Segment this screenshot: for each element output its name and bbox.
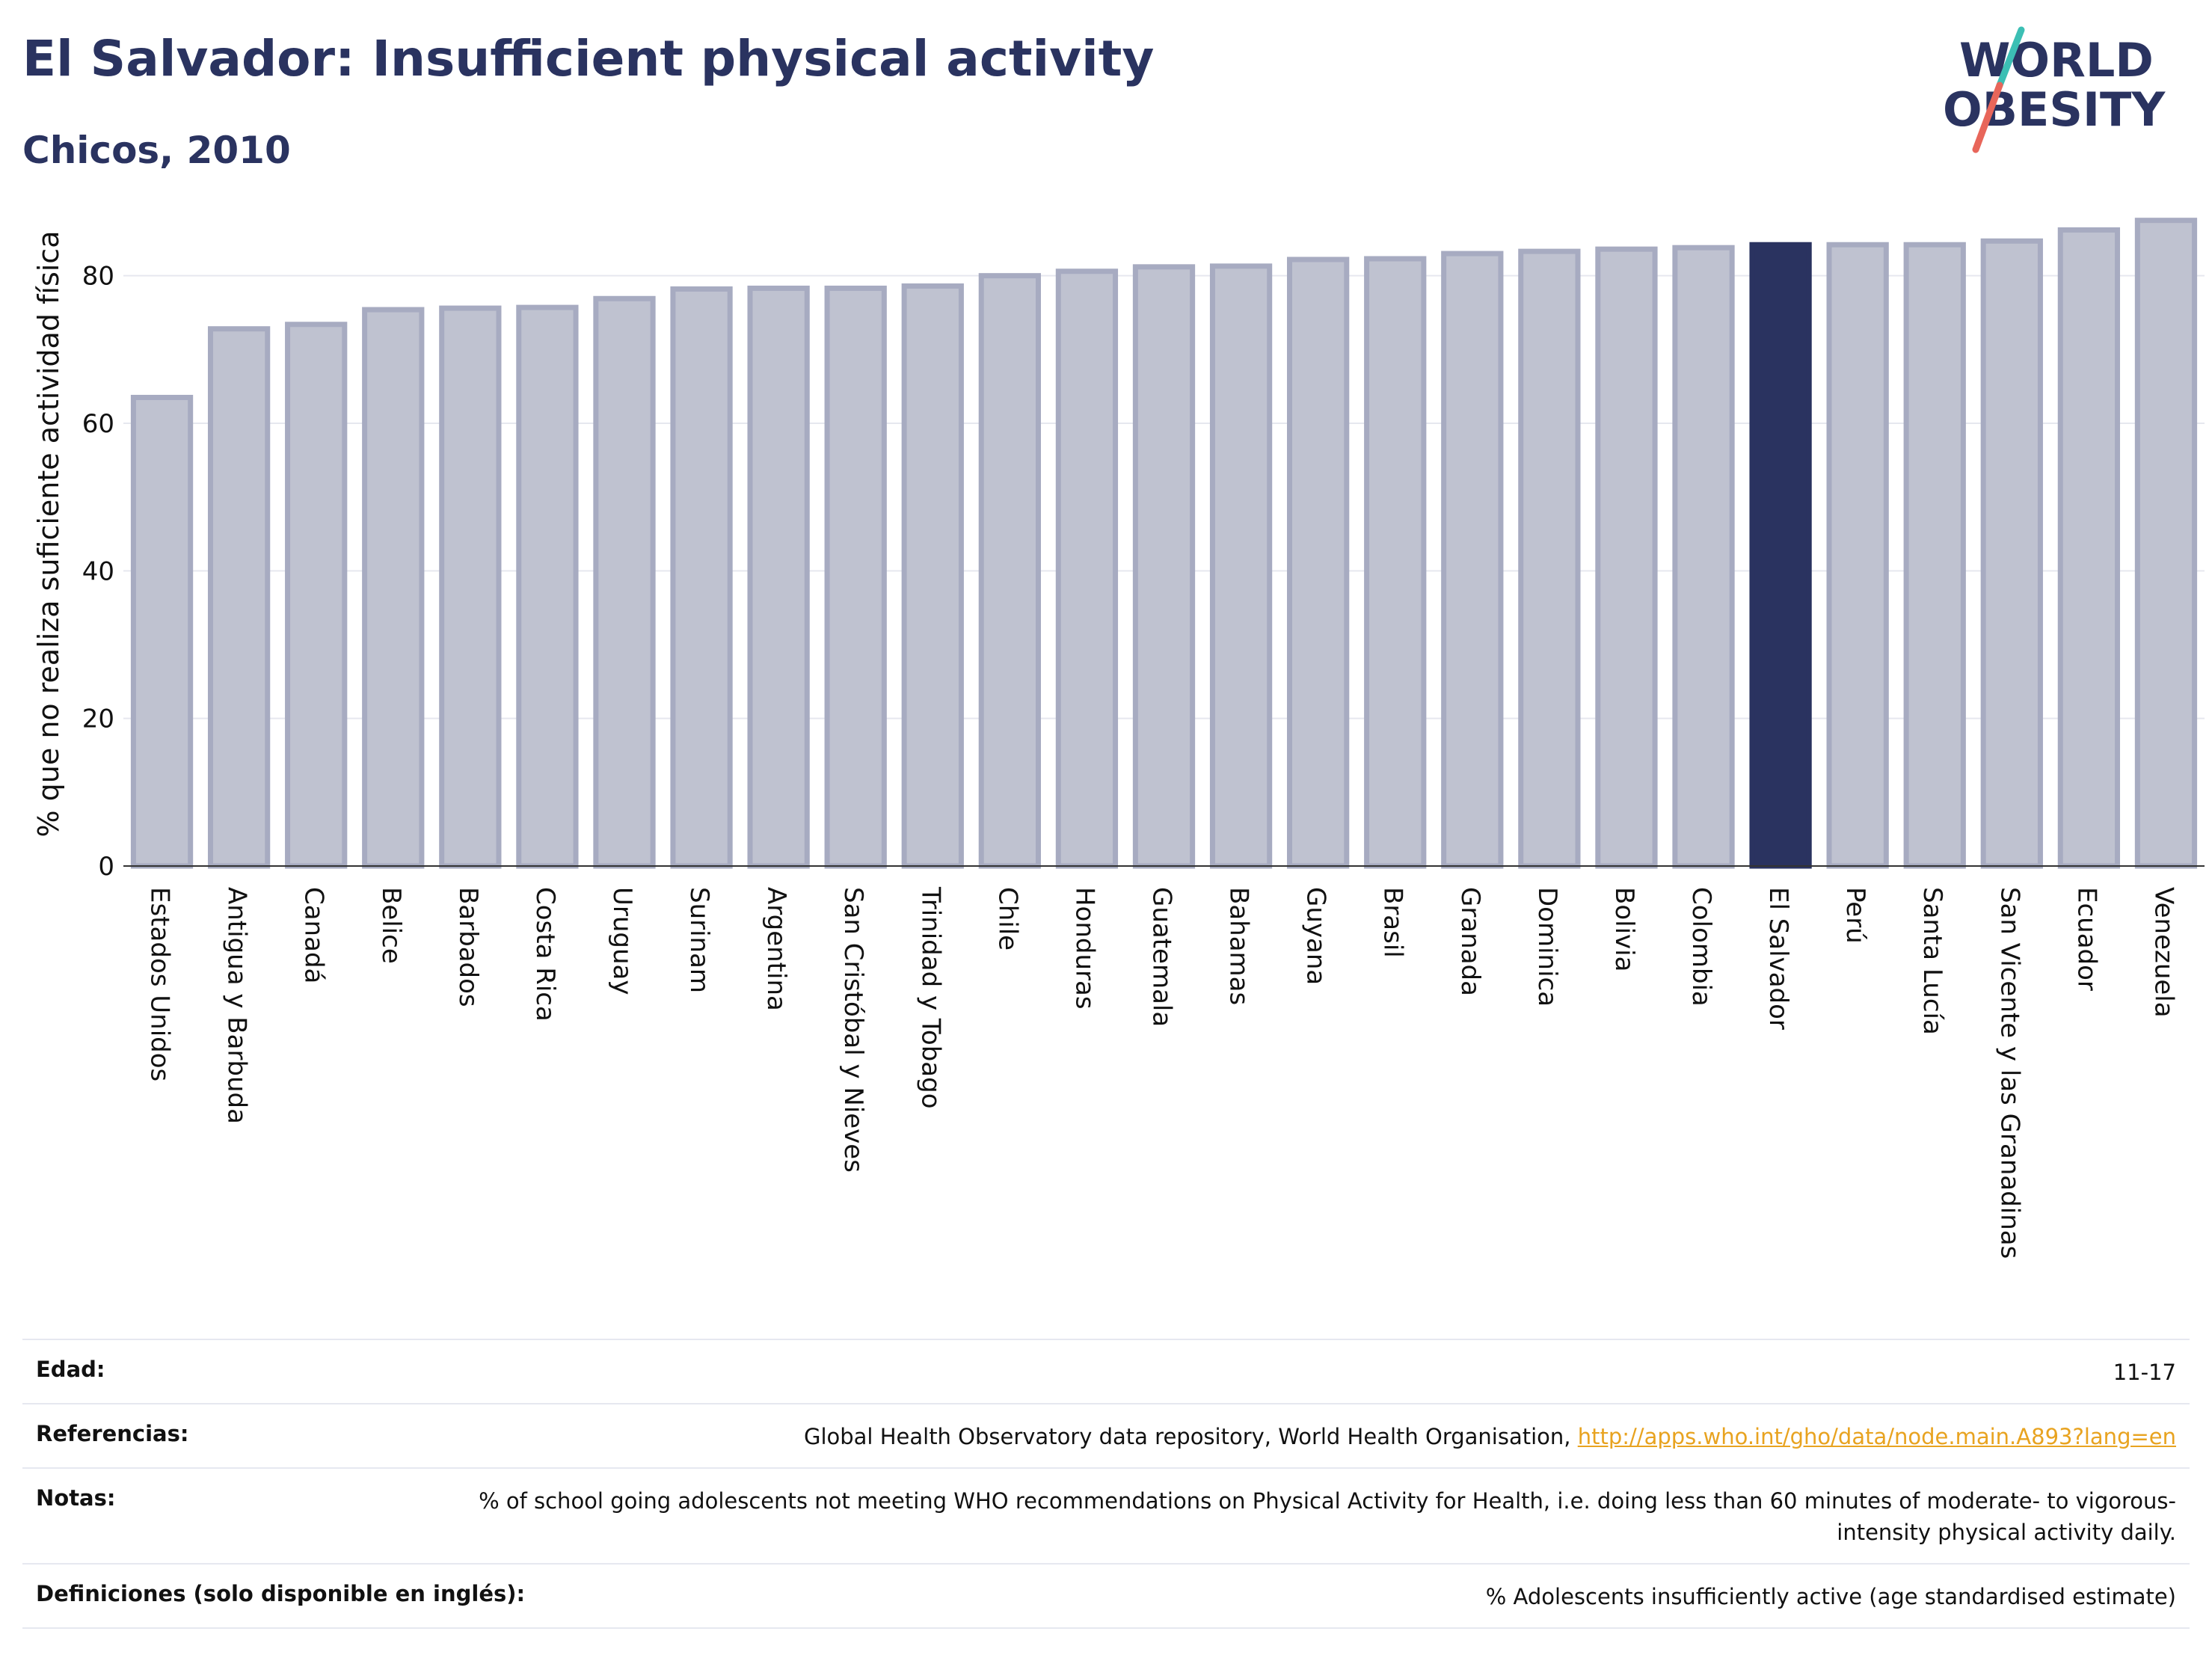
logo-slash-red — [1972, 82, 2003, 153]
meta-row-age: Edad: 11-17 — [22, 1339, 2190, 1403]
meta-row-notes: Notas: % of school going adolescents not… — [22, 1467, 2190, 1563]
meta-label-notes: Notas: — [36, 1485, 116, 1511]
bars-layer — [130, 218, 2198, 869]
x-tick-label: Bolivia — [1609, 887, 1639, 971]
bar-bolivia[interactable] — [1595, 246, 1658, 869]
world-obesity-logo[interactable]: WORLD OBESITY — [1937, 22, 2199, 157]
y-tick-label: 40 — [82, 556, 114, 586]
bar-honduras[interactable] — [1055, 268, 1119, 869]
y-tick-label: 80 — [82, 262, 114, 292]
x-tick-label: Chile — [992, 887, 1022, 951]
bar-colombia[interactable] — [1672, 245, 1735, 869]
bar-surinam[interactable] — [670, 286, 733, 869]
x-tick-label: Belice — [376, 887, 406, 964]
x-tick-label: Perú — [1840, 887, 1870, 944]
bar-guatemala[interactable] — [1132, 264, 1196, 869]
reference-link[interactable]: http://apps.who.int/gho/data/node.main.A… — [1577, 1424, 2176, 1449]
bar-ecuador[interactable] — [2057, 227, 2121, 869]
x-tick-label: Trinidad y Tobago — [915, 886, 945, 1109]
x-tick-label: Surinam — [684, 887, 714, 993]
bar-uruguay[interactable] — [593, 295, 656, 869]
x-tick-label: Colombia — [1686, 887, 1716, 1007]
bar-granada[interactable] — [1441, 251, 1504, 869]
metadata-table: Edad: 11-17 Referencias: Global Health O… — [22, 1339, 2190, 1629]
x-tick-label: Antigua y Barbuda — [222, 887, 252, 1124]
page-subtitle: Chicos, 2010 — [22, 129, 291, 172]
meta-row-references: Referencias: Global Health Observatory d… — [22, 1403, 2190, 1467]
bar-belice[interactable] — [362, 307, 425, 869]
bar-chart: 0 20 40 60 80 Estados Unidos Antigua y Barbuda… — [32, 218, 2205, 1259]
bar-santa-luc-a[interactable] — [1903, 242, 1966, 869]
bar-barbados[interactable] — [439, 305, 502, 869]
bar-guyana[interactable] — [1287, 257, 1350, 869]
meta-label-references: Referencias: — [36, 1421, 189, 1446]
x-tick-label: San Cristóbal y Nieves — [838, 887, 868, 1173]
meta-value-notes: % of school going adolescents not meetin… — [479, 1488, 2176, 1545]
x-tick-label: Estados Unidos — [145, 887, 175, 1081]
x-tick-label: Dominica — [1532, 887, 1562, 1007]
bar-dominica[interactable] — [1518, 248, 1581, 869]
meta-value-references: Global Health Observatory data repositor… — [804, 1421, 2176, 1452]
page-title: El Salvador: Insufficient physical activ… — [22, 30, 1155, 87]
bar-bahamas[interactable] — [1209, 263, 1273, 869]
bar-costa-rica[interactable] — [516, 304, 579, 869]
x-tick-label: Barbados — [453, 887, 483, 1007]
x-tick-label: Ecuador — [2071, 887, 2101, 991]
x-tick-label: Bahamas — [1224, 887, 1254, 1005]
y-tick-label: 60 — [82, 409, 114, 439]
meta-row-definitions: Definiciones (solo disponible en inglés)… — [22, 1563, 2190, 1629]
bar-el-salvador[interactable] — [1749, 242, 1812, 869]
reference-text: Global Health Observatory data repositor… — [803, 1424, 1578, 1449]
y-tick-label: 0 — [98, 852, 114, 882]
x-tick-label: Argentina — [761, 887, 791, 1011]
x-tick-label: Costa Rica — [530, 887, 560, 1022]
logo-line1: WORLD — [1959, 33, 2154, 87]
bar-venezuela[interactable] — [2134, 218, 2198, 869]
y-tick-label: 20 — [82, 704, 114, 734]
x-tick-label: Guatemala — [1147, 887, 1177, 1027]
x-tick-label: Santa Lucía — [1917, 887, 1947, 1035]
bar-argentina[interactable] — [747, 285, 810, 869]
x-tick-label: Brasil — [1378, 887, 1408, 958]
x-tick-label: Guyana — [1301, 887, 1331, 985]
bar-per-[interactable] — [1826, 242, 1889, 869]
x-tick-label: Uruguay — [607, 887, 637, 995]
bar-chile[interactable] — [978, 273, 1041, 869]
bar-antigua-y-barbuda[interactable] — [207, 326, 271, 869]
meta-label-age: Edad: — [36, 1357, 105, 1382]
x-tick-label: Canadá — [299, 887, 329, 983]
y-axis-label: % que no realiza suficiente actividad fí… — [32, 231, 65, 838]
x-tick-label: Venezuela — [2148, 887, 2178, 1018]
axis-layer: 0 20 40 60 80 Estados Unidos Antigua y Barbuda… — [32, 231, 2205, 1259]
bar-san-crist-bal-y-nieves[interactable] — [824, 285, 887, 869]
logo-line2: OBESITY — [1943, 82, 2166, 137]
meta-value-definitions: % Adolescents insufficiently active (age… — [1485, 1584, 2176, 1609]
x-tick-label: Honduras — [1069, 887, 1099, 1010]
bar-san-vicente-y-las-granadinas[interactable] — [1980, 238, 2043, 869]
bar-estados-unidos[interactable] — [130, 394, 194, 869]
x-tick-label: Granada — [1455, 887, 1485, 996]
x-tick-label: San Vicente y las Granadinas — [1994, 887, 2024, 1259]
bar-trinidad-y-tobago[interactable] — [901, 283, 964, 869]
meta-label-definitions: Definiciones (solo disponible en inglés)… — [36, 1581, 526, 1606]
logo-slash-teal — [1996, 26, 2025, 89]
x-tick-label: El Salvador — [1763, 887, 1793, 1030]
meta-value-age: 11-17 — [2113, 1360, 2176, 1385]
bar-canad-[interactable] — [285, 322, 348, 869]
bar-brasil[interactable] — [1364, 256, 1427, 869]
